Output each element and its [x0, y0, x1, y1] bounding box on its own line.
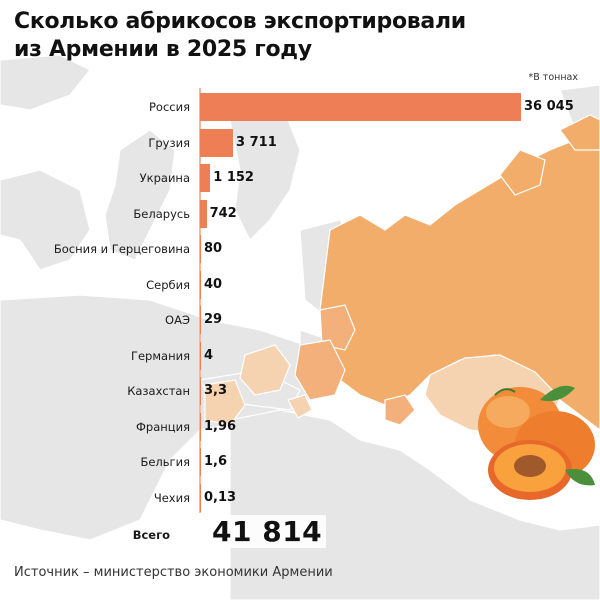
value-label: 36 045 [524, 99, 574, 114]
value-label: 1 152 [213, 170, 254, 185]
category-label: Сербия [146, 277, 190, 292]
total-label: Всего [132, 528, 170, 542]
value-label: 3,3 [204, 383, 228, 398]
value-label: 4 [204, 347, 214, 363]
chart-title: Сколько абрикосов экспортировали из Арме… [14, 8, 514, 64]
bar [200, 128, 234, 157]
value-label: 0,13 [204, 489, 237, 505]
category-label: ОАЭ [165, 313, 190, 327]
bar [200, 341, 201, 370]
value-label: 1,96 [204, 418, 237, 434]
category-axis-line [199, 88, 201, 513]
category-label: Франция [136, 419, 190, 434]
bar [200, 448, 201, 476]
value-label: 742 [209, 205, 237, 221]
source-note: Источник – министерство экономики Армени… [14, 565, 333, 580]
category-label: Россия [148, 100, 190, 114]
category-label: Казахстан [127, 384, 190, 398]
bar [200, 306, 201, 334]
bar [200, 93, 521, 121]
bar [200, 483, 201, 512]
bar [200, 164, 211, 192]
value-label: 80 [204, 241, 223, 256]
bar [200, 199, 207, 228]
bar [200, 235, 201, 263]
title-line-1: Сколько абрикосов экспортировали [14, 9, 466, 34]
value-label: 29 [204, 312, 223, 327]
category-label: Германия [130, 348, 190, 363]
unit-note: *В тоннах [528, 72, 579, 83]
category-label: Бельгия [140, 455, 190, 469]
category-label: Украина [139, 171, 190, 185]
bar [200, 412, 201, 441]
bar [200, 377, 201, 405]
category-label: Беларусь [133, 206, 190, 221]
category-label: Грузия [148, 135, 190, 150]
value-label: 1,6 [204, 454, 228, 469]
title-line-2: из Армении в 2025 году [14, 37, 312, 62]
apricot-illustration [478, 385, 595, 500]
total-value: 41 814 [208, 515, 327, 548]
category-label: Босния и Герцеговина [53, 242, 190, 256]
value-label: 3 711 [236, 134, 277, 150]
category-label: Чехия [153, 490, 190, 505]
bar [200, 270, 201, 299]
value-label: 40 [204, 276, 223, 292]
